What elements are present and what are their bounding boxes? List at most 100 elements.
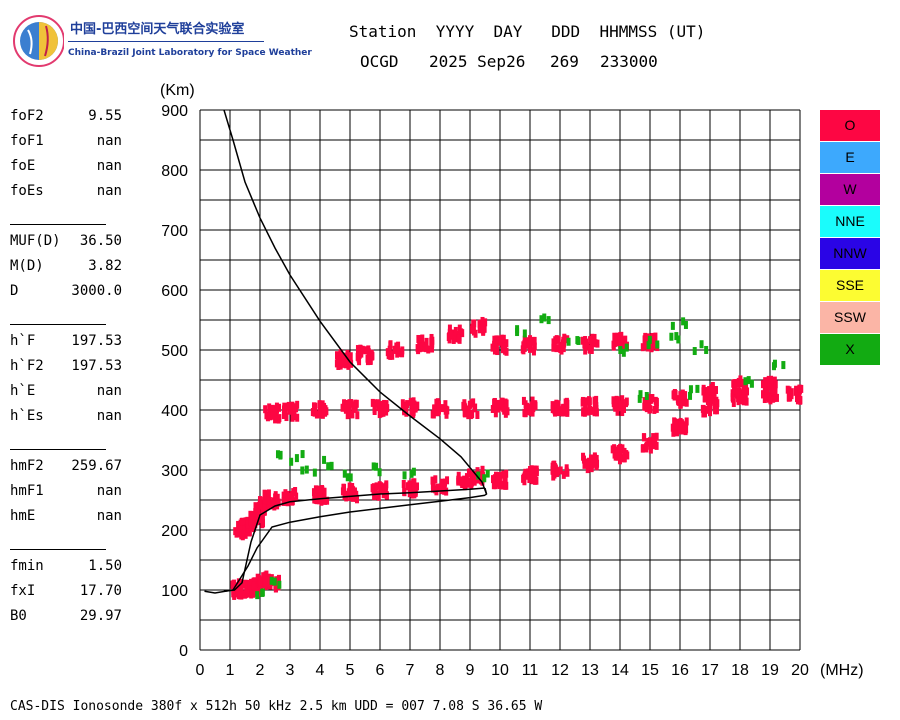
x-tick-label: 7 [406,662,415,679]
echo-mark-O [532,338,537,347]
echo-mark-O [760,380,765,389]
echo-mark-O [585,465,590,474]
echo-mark-O [644,404,649,413]
y-tick-label: 100 [161,583,188,600]
echo-mark-O [360,345,365,354]
y-tick-label: 500 [161,343,188,360]
x-tick-label: 20 [791,662,809,679]
echo-mark-X [294,454,299,463]
echo-mark-O [530,396,535,405]
echo-mark-X [638,390,643,399]
echo-mark-O [355,345,360,354]
param-row: MUF(D) 36.50 [10,233,122,249]
echo-mark-O [352,403,357,412]
echo-mark-O [245,585,250,594]
echo-mark-X [539,315,544,324]
echo-mark-O [521,341,526,350]
echo-mark-O [797,384,802,393]
echo-mark-O [475,467,480,476]
echo-mark-O [262,495,267,504]
param-row: h`E nan [10,383,122,399]
echo-mark-O [257,496,262,505]
echo-mark-O [355,411,360,420]
logo-english-text: China-Brazil Joint Laboratory for Space … [68,48,312,58]
echo-mark-O [436,401,441,410]
echo-mark-X [304,465,309,474]
echo-mark-O [466,405,471,414]
chart-echo-marks [230,313,804,600]
echo-mark-O [447,324,452,333]
echo-mark-O [384,400,389,409]
y-tick-label: 300 [161,463,188,480]
echo-mark-O [550,466,555,475]
echo-mark-O [712,401,717,410]
echo-mark-O [277,414,282,423]
echo-mark-O [700,404,705,413]
echo-mark-O [795,396,800,405]
echo-mark-O [377,481,382,490]
echo-mark-O [527,475,532,484]
echo-mark-O [763,378,768,387]
echo-mark-O [552,342,557,351]
echo-mark-O [404,402,409,411]
echo-mark-O [285,490,290,499]
legend-item: X [820,334,880,365]
echo-mark-X [655,340,660,349]
echo-mark-O [430,344,435,353]
echo-mark-O [434,398,439,407]
echo-mark-O [233,527,238,536]
legend-item: NNW [820,238,880,269]
legend-item: SSE [820,270,880,301]
echo-mark-O [249,511,254,520]
x-tick-label: 2 [256,662,265,679]
echo-mark-O [654,399,659,408]
echo-mark-O [338,358,343,367]
echo-mark-O [737,387,742,396]
echo-mark-O [561,339,566,348]
echo-mark-O [527,341,532,350]
x-tick-label: 3 [286,662,295,679]
echo-mark-O [735,388,740,397]
echo-mark-O [347,399,352,408]
echo-mark-O [615,407,620,416]
echo-mark-O [344,399,349,408]
echo-mark-O [257,501,262,510]
echo-mark-O [493,335,498,344]
echo-mark-O [382,485,387,494]
echo-mark-O [284,413,289,422]
echo-mark-O [561,344,566,353]
echo-mark-O [245,520,250,529]
echo-mark-O [399,348,404,357]
echo-mark-O [467,477,472,486]
echo-mark-O [533,400,538,409]
echo-mark-O [344,355,349,364]
echo-mark-O [492,404,497,413]
param-row: hmF1 nan [10,483,122,499]
x-tick-label: 5 [346,662,355,679]
echo-mark-O [431,478,436,487]
echo-mark-O [648,405,653,414]
echo-mark-O [741,386,746,395]
echo-mark-O [495,479,500,488]
y-tick-label: 200 [161,523,188,540]
echo-mark-O [266,496,271,505]
echo-mark-O [640,343,645,352]
echo-mark-X [255,591,260,600]
echo-mark-O [418,342,423,351]
echo-mark-O [654,432,659,441]
echo-mark-O [322,488,327,497]
echo-mark-X [546,316,551,325]
echo-mark-O [769,375,774,384]
echo-mark-O [320,485,325,494]
legend-item: E [820,142,880,173]
echo-mark-O [437,483,442,492]
echo-mark-O [648,445,653,454]
y-axis-label: (Km) [160,82,195,99]
echo-mark-O [583,346,588,355]
echo-mark-O [707,404,712,413]
echo-mark-O [426,345,431,354]
echo-mark-O [267,406,272,415]
echo-mark-O [343,360,348,369]
echo-mark-O [480,465,485,474]
echo-mark-O [271,501,276,510]
